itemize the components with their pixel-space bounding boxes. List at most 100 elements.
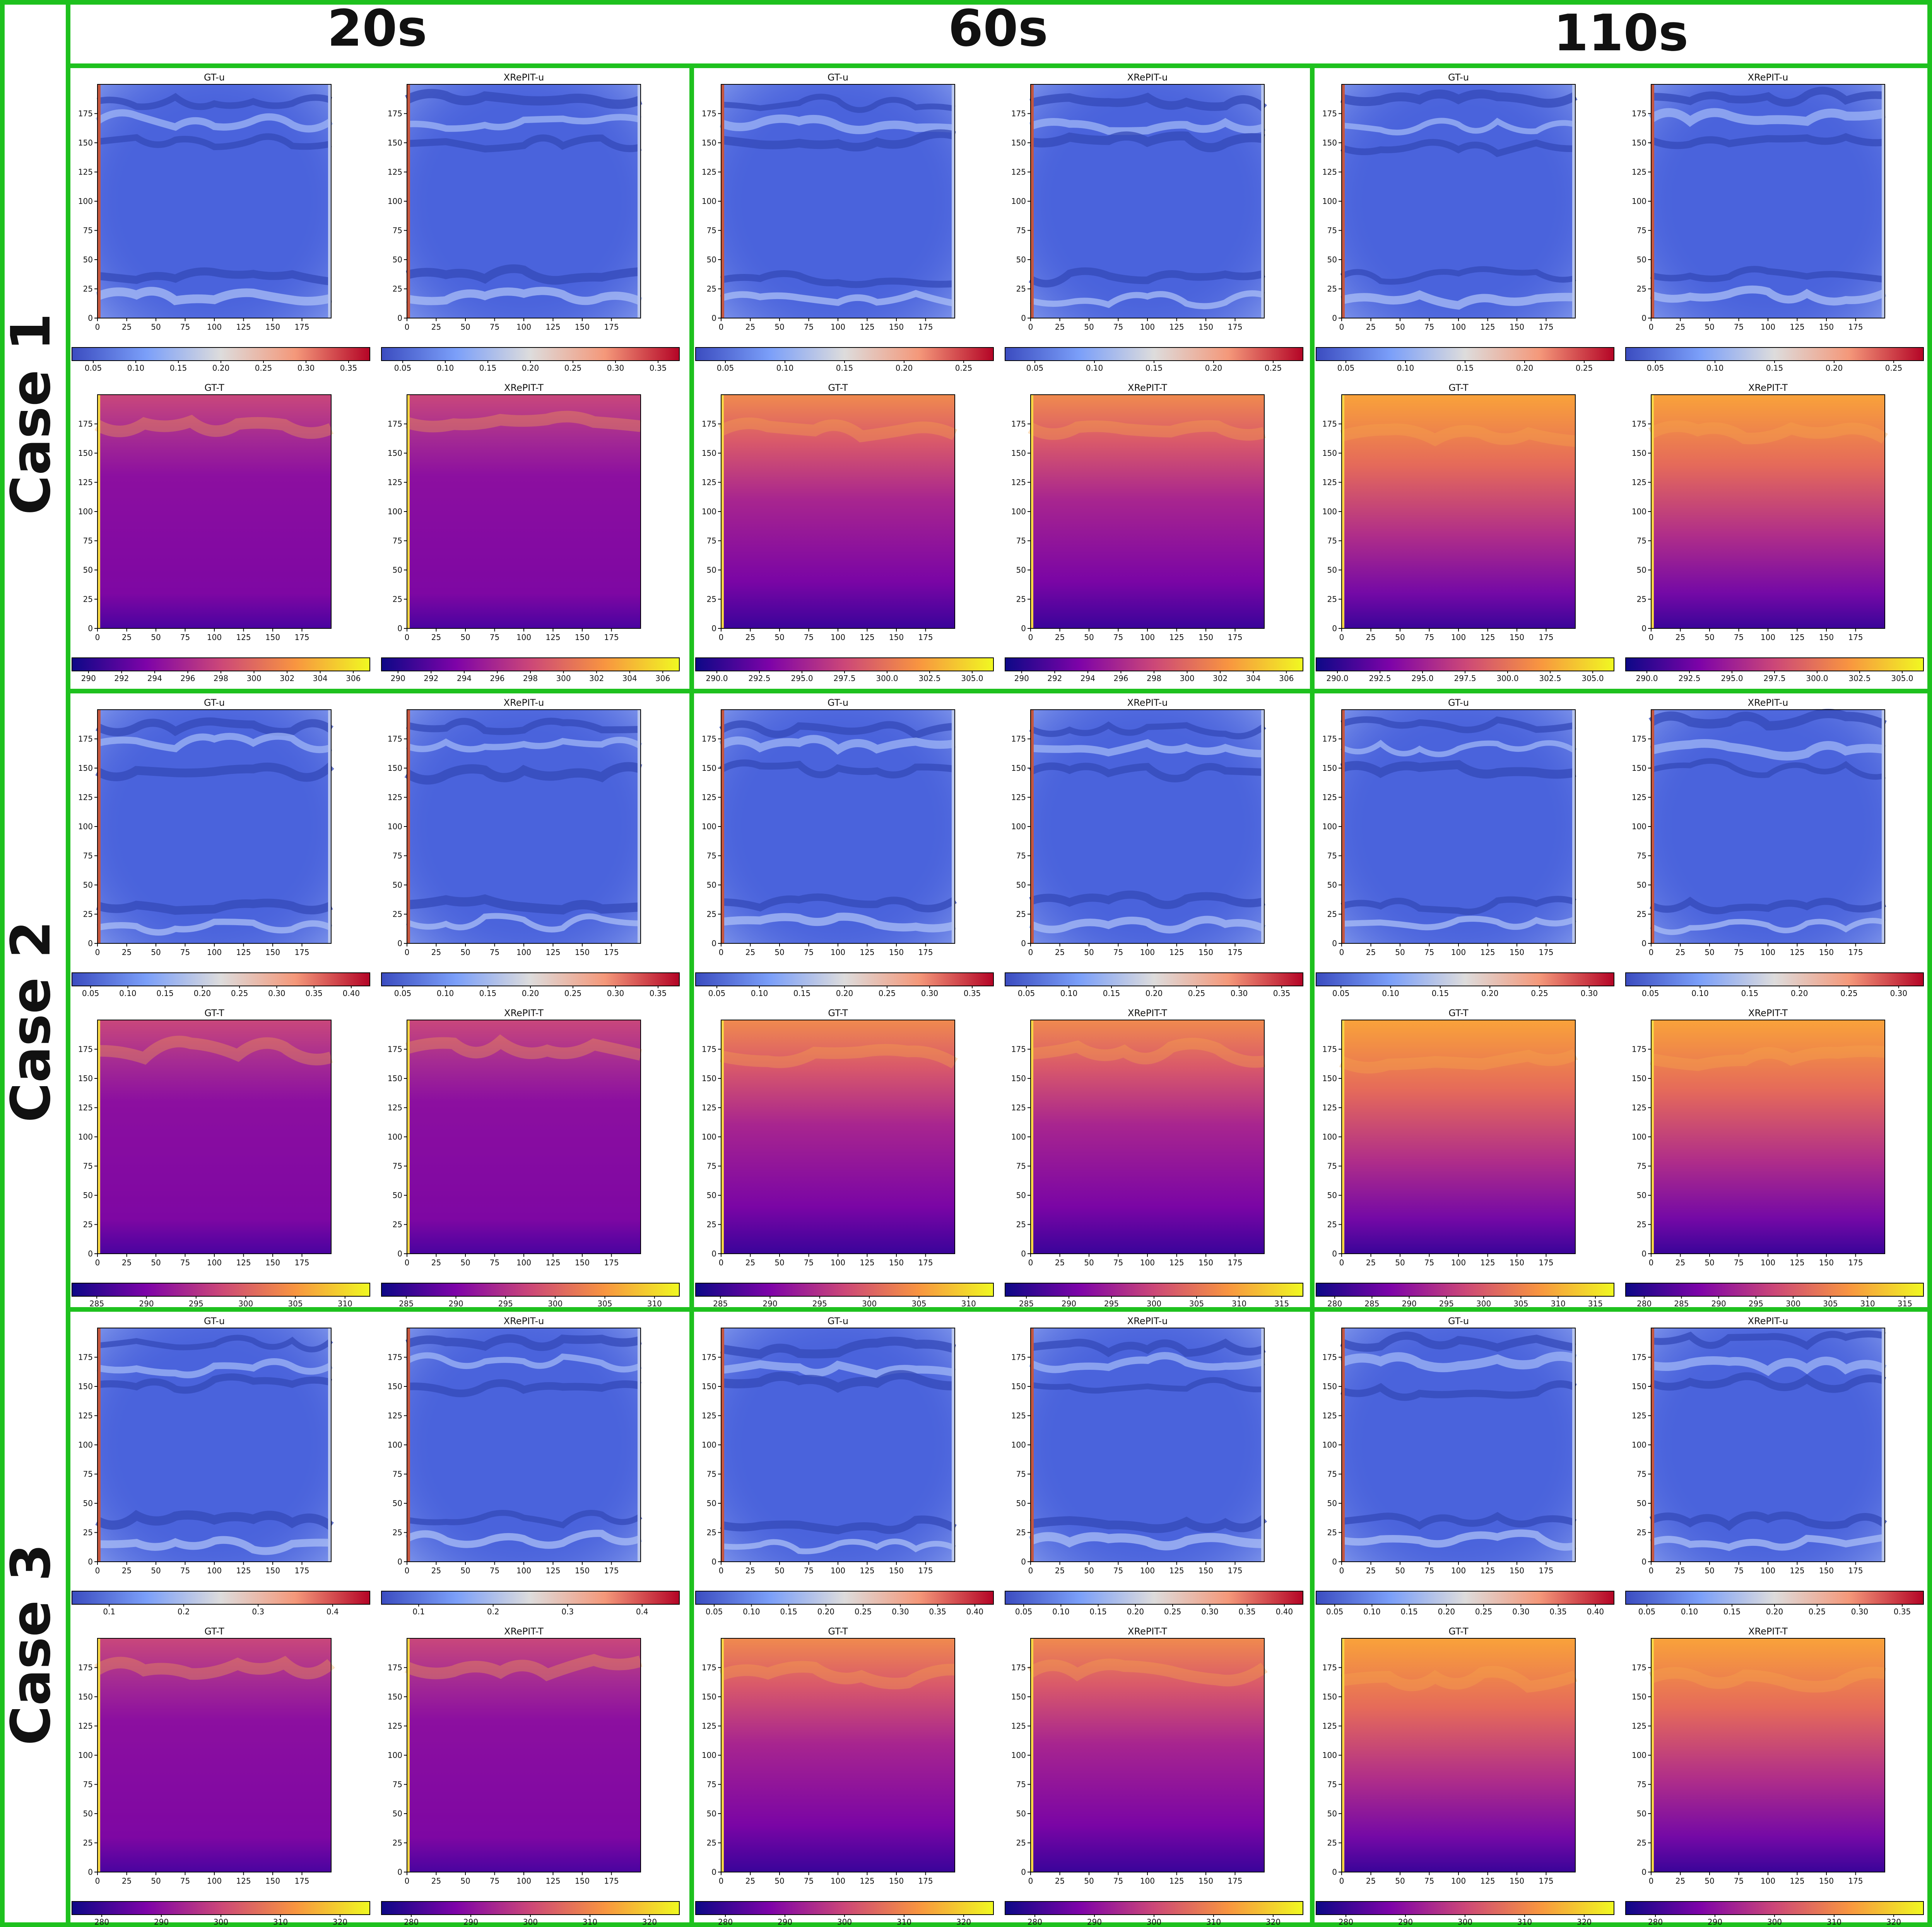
x-tick-label: 75 xyxy=(180,1258,190,1267)
colorbar-tick-label: 0.20 xyxy=(1766,1607,1783,1616)
y-tick-label: 0 xyxy=(1021,1867,1026,1877)
colorbar-tick-label: 296 xyxy=(180,674,195,683)
u-streak xyxy=(721,1539,956,1554)
colorbar-tick-label: 290 xyxy=(778,1917,792,1927)
x-tick-label: 50 xyxy=(775,948,784,957)
colorbar xyxy=(1316,972,1614,986)
u-streak xyxy=(1341,118,1576,135)
x-tick-label: 100 xyxy=(516,633,531,642)
u-streak xyxy=(1029,290,1265,310)
t-plume xyxy=(1650,1045,1886,1071)
y-tick-label: 175 xyxy=(1632,734,1646,744)
colorbar-tick-label: 290.0 xyxy=(1636,674,1658,683)
colorbar-tick-label: 0.25 xyxy=(1475,1607,1493,1616)
t-field-background xyxy=(1031,1020,1264,1254)
y-tick-label: 150 xyxy=(78,138,93,147)
colorbar-tick-label: 0.25 xyxy=(955,363,973,373)
x-tick-label: 125 xyxy=(1169,1258,1184,1267)
colorbar-tick-label: 0.35 xyxy=(1549,1607,1567,1616)
x-tick-label: 175 xyxy=(1228,1258,1242,1267)
colorbar xyxy=(1005,972,1303,986)
u-streak xyxy=(406,717,641,735)
colorbar xyxy=(1625,1591,1924,1605)
subplot-gt-u: GT-u 00 25 25 50 50 75 75 100 100 125 125 150 150 175 1… xyxy=(695,1316,994,1616)
u-streak xyxy=(97,918,333,936)
x-tick-label: 125 xyxy=(545,1258,560,1267)
colorbar xyxy=(695,657,994,671)
t-hot-wall xyxy=(1651,1020,1654,1254)
y-tick-label: 150 xyxy=(1011,1074,1026,1083)
y-tick-label: 75 xyxy=(707,536,716,546)
colorbar-tick-label: 0.10 xyxy=(1706,363,1724,373)
x-tick-label: 75 xyxy=(490,1258,499,1267)
u-streak xyxy=(1650,918,1886,935)
x-tick-label: 175 xyxy=(1539,948,1553,957)
y-tick-label: 75 xyxy=(1016,1162,1026,1171)
colorbar xyxy=(695,347,994,361)
x-tick-label: 0 xyxy=(405,633,410,642)
colorbar-tick-label: 304 xyxy=(313,674,328,683)
t-plume xyxy=(405,411,641,433)
y-tick-label: 150 xyxy=(702,1692,716,1701)
y-tick-label: 150 xyxy=(1322,763,1337,773)
u-streak xyxy=(1029,118,1266,135)
x-tick-label: 100 xyxy=(831,322,845,332)
y-tick-label: 50 xyxy=(1016,1191,1026,1200)
u-cold-wall xyxy=(328,710,331,943)
y-tick-label: 125 xyxy=(1322,793,1337,802)
colorbar-tick-label: 0.05 xyxy=(394,363,412,373)
colorbar-tick-label: 306 xyxy=(655,674,670,683)
x-tick-label: 100 xyxy=(831,948,845,957)
colorbar-tick-label: 280 xyxy=(1327,1299,1342,1308)
t-field-background xyxy=(407,1638,641,1872)
x-tick-label: 25 xyxy=(431,1876,441,1886)
y-tick-label: 75 xyxy=(1327,226,1337,235)
x-tick-label: 75 xyxy=(1113,948,1123,957)
y-tick-label: 175 xyxy=(78,734,93,744)
colorbar-tick-label: 290 xyxy=(1062,1299,1076,1308)
x-tick-label: 175 xyxy=(604,1566,619,1575)
colorbar-tick-label: 297.5 xyxy=(1763,674,1785,683)
x-tick-label: 50 xyxy=(1084,633,1094,642)
t-plume xyxy=(405,1034,642,1061)
colorbar-tick-label: 300 xyxy=(1147,1917,1161,1927)
y-tick-label: 0 xyxy=(397,624,402,633)
y-tick-label: 25 xyxy=(83,1220,93,1229)
x-tick-label: 75 xyxy=(490,948,499,957)
y-tick-label: 50 xyxy=(393,1499,402,1508)
colorbar xyxy=(1316,657,1614,671)
y-tick-label: 75 xyxy=(707,1162,716,1171)
colorbar-tick-label: 300 xyxy=(1180,674,1194,683)
x-tick-label: 150 xyxy=(575,1258,590,1267)
u-streak xyxy=(1029,1532,1265,1550)
t-hot-wall xyxy=(721,1638,724,1872)
x-tick-label: 100 xyxy=(516,1258,531,1267)
colorbar xyxy=(1316,1283,1614,1297)
y-tick-label: 175 xyxy=(1322,734,1337,744)
y-tick-label: 25 xyxy=(1016,1220,1026,1229)
colorbar-tick-label: 0.15 xyxy=(836,363,853,373)
colorbar xyxy=(695,1901,994,1915)
colorbar-tick-label: 310 xyxy=(1517,1917,1532,1927)
colorbar-tick-label: 0.35 xyxy=(1238,1607,1256,1616)
colorbar-tick-label: 0.20 xyxy=(1438,1607,1455,1616)
x-tick-label: 175 xyxy=(918,948,933,957)
y-tick-label: 50 xyxy=(1327,1499,1337,1508)
colorbar-tick-label: 0.25 xyxy=(564,363,582,373)
colorbar-tick-label: 298 xyxy=(214,674,228,683)
colorbar-tick-label: 295.0 xyxy=(1721,674,1743,683)
u-streak xyxy=(407,134,642,153)
y-tick-label: 175 xyxy=(1632,1353,1646,1362)
y-tick-label: 0 xyxy=(88,1557,93,1566)
x-tick-label: 175 xyxy=(1539,1566,1553,1575)
y-tick-label: 25 xyxy=(1016,284,1026,294)
y-tick-label: 25 xyxy=(1637,1528,1646,1537)
y-tick-label: 125 xyxy=(78,478,93,487)
colorbar-tick-label: 0.10 xyxy=(1382,989,1399,998)
u-streak xyxy=(719,759,956,779)
y-tick-label: 175 xyxy=(1632,109,1646,118)
y-tick-label: 100 xyxy=(1322,1751,1337,1760)
colorbar-tick-label: 300 xyxy=(214,1917,228,1927)
x-tick-label: 100 xyxy=(1451,948,1466,957)
y-tick-label: 50 xyxy=(707,565,716,575)
